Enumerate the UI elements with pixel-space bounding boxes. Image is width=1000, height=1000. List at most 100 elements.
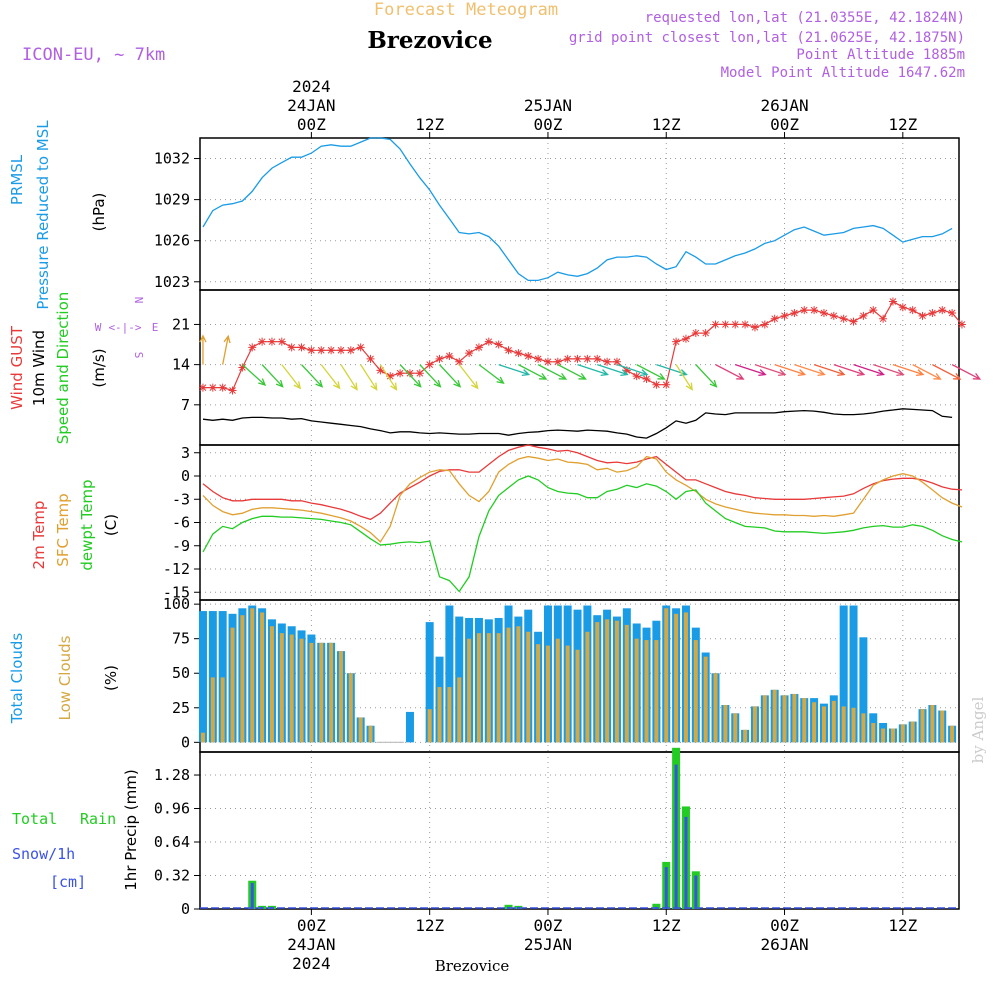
precip-snow-bar	[250, 882, 254, 909]
precip-panel: 0 0.32 0.64 0.96 1.28	[154, 751, 960, 918]
pressure-ytick-label: 1032	[154, 150, 190, 168]
station-title: Brezovice	[367, 27, 492, 54]
wind-speed-line	[202, 408, 953, 439]
model-altitude: Model Point Altitude 1647.62m	[721, 65, 965, 81]
pressure-panel: 1023 1026 1029 1032	[154, 137, 960, 291]
low-cloud-bar	[950, 725, 955, 743]
low-cloud-bar	[782, 695, 787, 743]
gust-marker	[662, 380, 671, 389]
low-cloud-bar	[940, 710, 945, 743]
low-cloud-bar	[269, 626, 274, 743]
gust-marker	[711, 320, 720, 329]
wind-ytick-label: 7	[181, 396, 190, 414]
gust-marker	[415, 369, 424, 378]
low-cloud-bar	[881, 728, 886, 743]
low-cloud-bar	[368, 725, 373, 743]
gust-marker	[583, 354, 592, 363]
wind-arrow	[320, 364, 341, 390]
gust-marker	[484, 337, 493, 346]
low-cloud-bar	[831, 700, 836, 743]
gust-marker	[287, 343, 296, 352]
gust-marker	[307, 346, 316, 355]
low-cloud-bar	[210, 677, 215, 743]
precip-snow-bar	[694, 875, 698, 909]
time-top-label: 12Z	[888, 115, 917, 134]
precip-ytick-label: 1.28	[154, 766, 190, 784]
temp-ytick-label: -12	[163, 560, 190, 578]
gust-marker	[731, 320, 740, 329]
wind-unit: (m/s)	[90, 348, 108, 387]
compass-arrows: <-|->	[108, 321, 141, 334]
gust-marker	[208, 383, 217, 392]
low-cloud-bar	[200, 732, 205, 743]
low-cloud-bar	[476, 633, 481, 743]
low-cloud-bar	[792, 693, 797, 743]
requested-coords: requested lon,lat (21.0355E, 42.1824N)	[645, 10, 965, 26]
wind-arrow	[813, 364, 846, 377]
wind-arrow	[616, 364, 649, 377]
temp-label-sfc: SFC Temp	[54, 493, 72, 566]
wind-arrow	[498, 364, 531, 377]
low-cloud-bar	[516, 626, 521, 743]
low-cloud-bar	[289, 634, 294, 743]
wind-arrow	[478, 364, 505, 385]
wind-arrow	[754, 364, 787, 377]
low-cloud-bar	[437, 687, 442, 743]
footer-station: Brezovice	[435, 957, 510, 975]
gust-marker	[317, 346, 326, 355]
gust-marker	[770, 314, 779, 323]
low-cloud-bar	[230, 627, 235, 743]
gust-marker	[455, 357, 464, 366]
low-cloud-bar	[890, 728, 895, 743]
gust-marker	[928, 308, 937, 317]
pressure-ytick-label: 1023	[154, 273, 190, 291]
cloud-bars	[198, 605, 957, 743]
gust-marker	[366, 354, 375, 363]
low-cloud-bar	[250, 608, 255, 743]
low-cloud-bar	[713, 673, 718, 743]
gust-marker	[780, 311, 789, 320]
time-top-label: 12Z	[652, 115, 681, 134]
wind-arrow	[241, 364, 267, 386]
precip-unit: 1hr Precip (mm)	[122, 769, 140, 890]
low-cloud-bar	[240, 615, 245, 743]
temp-ytick-label: 3	[181, 444, 190, 462]
gust-marker	[534, 354, 543, 363]
gust-marker	[386, 372, 395, 381]
pressure-ytick-label: 1029	[154, 191, 190, 209]
low-cloud-bar	[723, 705, 728, 743]
gust-marker	[396, 369, 405, 378]
gust-marker	[859, 311, 868, 320]
low-cloud-bar	[644, 640, 649, 743]
wind-arrow	[340, 364, 358, 391]
gust-marker	[879, 314, 888, 323]
clouds-ytick-label: 75	[172, 630, 190, 648]
low-cloud-bar	[683, 612, 688, 743]
gust-marker	[563, 354, 572, 363]
low-cloud-bar	[309, 642, 314, 743]
precip-frame	[199, 751, 960, 910]
low-cloud-bar	[605, 619, 610, 743]
low-cloud-bar	[486, 633, 491, 743]
total-cloud-bar	[198, 611, 207, 743]
time-bottom-label: 2024	[292, 954, 331, 973]
gust-marker	[672, 337, 681, 346]
gust-marker	[691, 329, 700, 338]
low-cloud-bar	[703, 656, 708, 743]
wind-arrow	[379, 364, 398, 391]
gust-marker	[957, 320, 966, 329]
total-cloud-bar	[445, 605, 454, 743]
compass-north: N	[132, 297, 145, 304]
gust-marker	[849, 317, 858, 326]
gust-marker	[248, 343, 257, 352]
gust-marker	[918, 311, 927, 320]
wind-arrow	[399, 364, 422, 388]
gust-marker	[277, 337, 286, 346]
clouds-ytick-label: 0	[181, 733, 190, 751]
temp-panel: -15 -12 -9 -6 -3 0 3	[163, 444, 960, 601]
time-bottom-label: 12Z	[652, 916, 681, 935]
wind-arrow	[577, 364, 610, 377]
low-cloud-bar	[634, 638, 639, 743]
low-cloud-bar	[279, 633, 284, 743]
gust-marker	[356, 343, 365, 352]
